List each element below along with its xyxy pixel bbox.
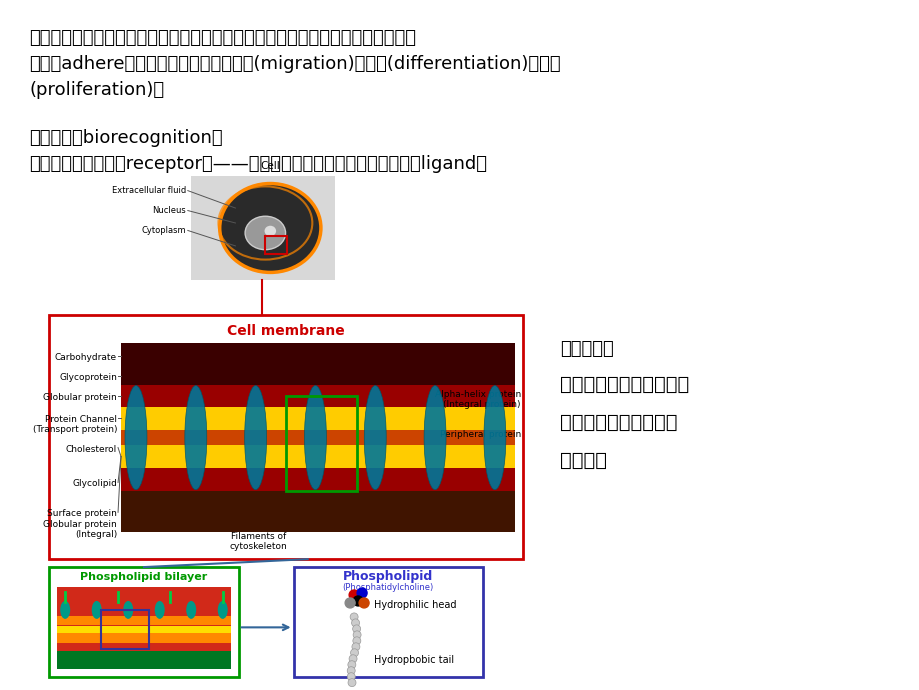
Bar — [121, 407, 515, 430]
Text: Hydropbobic tail: Hydropbobic tail — [374, 655, 454, 664]
Circle shape — [351, 619, 359, 627]
Ellipse shape — [218, 601, 228, 619]
Text: Carbohydrate: Carbohydrate — [55, 353, 117, 362]
Circle shape — [347, 661, 356, 669]
Ellipse shape — [220, 184, 321, 273]
Text: Nucleus: Nucleus — [152, 206, 186, 215]
Ellipse shape — [123, 601, 133, 619]
Bar — [100, 610, 149, 649]
Ellipse shape — [244, 386, 267, 490]
Bar — [121, 343, 515, 532]
Text: Phospholipid bilayer: Phospholipid bilayer — [80, 572, 208, 582]
Circle shape — [345, 598, 355, 608]
Bar — [293, 567, 482, 677]
Circle shape — [353, 637, 360, 644]
Text: 生物识别（biorecognition）: 生物识别（biorecognition） — [29, 129, 222, 147]
Text: (proliferation)。: (proliferation)。 — [29, 81, 165, 99]
Text: Cytoplasm: Cytoplasm — [141, 226, 186, 235]
Ellipse shape — [92, 601, 102, 619]
Bar — [57, 587, 231, 669]
Ellipse shape — [154, 601, 165, 619]
Ellipse shape — [244, 216, 285, 250]
Ellipse shape — [265, 226, 276, 236]
Circle shape — [353, 596, 363, 606]
Circle shape — [352, 625, 360, 633]
Bar — [121, 430, 515, 445]
Bar — [121, 491, 515, 532]
Circle shape — [357, 588, 367, 598]
Bar — [121, 343, 515, 384]
Bar — [50, 315, 522, 559]
Text: (Phosphatidylcholine): (Phosphatidylcholine) — [342, 582, 434, 591]
Circle shape — [346, 667, 355, 675]
Ellipse shape — [186, 601, 196, 619]
Bar — [57, 627, 231, 633]
Text: Cell membrane: Cell membrane — [227, 324, 345, 338]
Circle shape — [350, 613, 357, 621]
Bar — [57, 615, 231, 625]
Ellipse shape — [483, 386, 505, 490]
Ellipse shape — [125, 386, 147, 490]
Text: 表层溶胶: 表层溶胶 — [559, 451, 606, 470]
Bar — [286, 396, 357, 491]
Bar — [57, 651, 231, 669]
Text: 磷脂双份子层细胞膜、: 磷脂双份子层细胞膜、 — [559, 413, 676, 432]
Ellipse shape — [364, 386, 386, 490]
Text: 细胞膜外层的寡糖外被、: 细胞膜外层的寡糖外被、 — [559, 375, 688, 394]
Text: Glycoprotein: Glycoprotein — [59, 373, 117, 382]
Circle shape — [348, 590, 358, 600]
Text: Alpha-helix protein
(Integral protein): Alpha-helix protein (Integral protein) — [434, 390, 520, 409]
Text: Filaments of
cytoskeleton: Filaments of cytoskeleton — [230, 532, 288, 551]
Text: 细胞表面：: 细胞表面： — [559, 340, 613, 358]
Text: Cholesterol: Cholesterol — [66, 444, 117, 453]
Circle shape — [348, 655, 357, 662]
Circle shape — [353, 631, 360, 639]
Text: Glycolipid: Glycolipid — [72, 480, 117, 489]
Circle shape — [350, 649, 358, 657]
Ellipse shape — [185, 386, 207, 490]
Text: Peripheral protein: Peripheral protein — [439, 430, 520, 439]
Ellipse shape — [424, 386, 446, 490]
Circle shape — [358, 598, 369, 608]
Bar — [121, 384, 515, 407]
Text: 细胞膜表面的受体（receptor）——细胞外与其相对应的信号分子配体（ligand）: 细胞膜表面的受体（receptor）——细胞外与其相对应的信号分子配体（liga… — [29, 155, 487, 172]
Bar — [57, 633, 231, 642]
Text: Surface protein
Globular protein
(Integral): Surface protein Globular protein (Integr… — [43, 509, 117, 539]
Circle shape — [347, 679, 356, 687]
Ellipse shape — [60, 601, 70, 619]
Bar — [190, 176, 335, 280]
Text: Cell: Cell — [260, 161, 280, 170]
Text: Phospholipid: Phospholipid — [343, 569, 433, 582]
Bar — [265, 236, 287, 254]
Text: 细胞与材料的相互作用是组织工程领域研究的重点领域之一，细胞必须首先与材料: 细胞与材料的相互作用是组织工程领域研究的重点领域之一，细胞必须首先与材料 — [29, 29, 416, 48]
Text: Globular protein: Globular protein — [43, 393, 117, 402]
Bar — [121, 445, 515, 468]
Text: Protein Channel
(Transport protein): Protein Channel (Transport protein) — [32, 415, 117, 434]
Ellipse shape — [304, 386, 326, 490]
Text: Extracellular fluid: Extracellular fluid — [111, 186, 186, 195]
Text: Hydrophilic head: Hydrophilic head — [374, 600, 456, 610]
Circle shape — [352, 643, 359, 651]
Bar — [50, 567, 238, 677]
Text: 粘附（adhere），才能进行下一步的迁移(migration)、分化(differentiation)和增殖: 粘附（adhere），才能进行下一步的迁移(migration)、分化(diff… — [29, 55, 561, 73]
Bar — [121, 468, 515, 491]
Circle shape — [346, 673, 355, 680]
